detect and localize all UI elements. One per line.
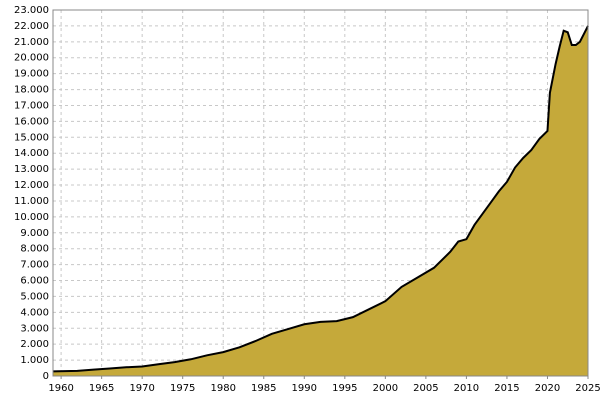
x-tick-label: 2025 — [575, 383, 600, 394]
x-tick-label: 1975 — [170, 383, 195, 394]
y-tick-label: 23.000 — [14, 5, 49, 16]
y-tick-label: 0 — [43, 371, 49, 382]
x-tick-label: 1960 — [48, 383, 73, 394]
y-tick-label: 12.000 — [14, 180, 49, 191]
x-tick-label: 1995 — [332, 383, 357, 394]
x-tick-label: 1990 — [292, 383, 317, 394]
y-tick-label: 17.000 — [14, 100, 49, 111]
y-tick-label: 14.000 — [14, 148, 49, 159]
y-tick-label: 16.000 — [14, 116, 49, 127]
x-tick-label: 1965 — [89, 383, 114, 394]
y-tick-label: 4.000 — [20, 307, 49, 318]
y-tick-label: 18.000 — [14, 85, 49, 96]
y-tick-label: 15.000 — [14, 132, 49, 143]
x-tick-label: 2020 — [535, 383, 560, 394]
y-tick-label: 5.000 — [20, 291, 49, 302]
x-tick-label: 1970 — [129, 383, 154, 394]
y-tick-label: 22.000 — [14, 21, 49, 32]
y-tick-label: 1.000 — [20, 355, 49, 366]
y-tick-label: 10.000 — [14, 212, 49, 223]
x-tick-label: 1985 — [251, 383, 276, 394]
y-tick-label: 11.000 — [14, 196, 49, 207]
area — [53, 25, 588, 376]
plot-border — [52, 9, 589, 377]
y-tick-label: 9.000 — [20, 228, 49, 239]
x-tick-label: 2005 — [413, 383, 438, 394]
x-tick-label: 2015 — [494, 383, 519, 394]
y-tick-label: 21.000 — [14, 37, 49, 48]
y-tick-label: 7.000 — [20, 260, 49, 271]
y-tick-label: 6.000 — [20, 276, 49, 287]
y-tick-label: 19.000 — [14, 69, 49, 80]
x-tick-label: 1980 — [211, 383, 236, 394]
y-tick-label: 2.000 — [20, 339, 49, 350]
y-tick-label: 13.000 — [14, 164, 49, 175]
line — [52, 25, 589, 373]
y-tick-label: 8.000 — [20, 244, 49, 255]
x-tick-label: 2010 — [454, 383, 479, 394]
x-tick-label: 2000 — [373, 383, 398, 394]
y-tick-label: 20.000 — [14, 53, 49, 64]
y-tick-label: 3.000 — [20, 323, 49, 334]
